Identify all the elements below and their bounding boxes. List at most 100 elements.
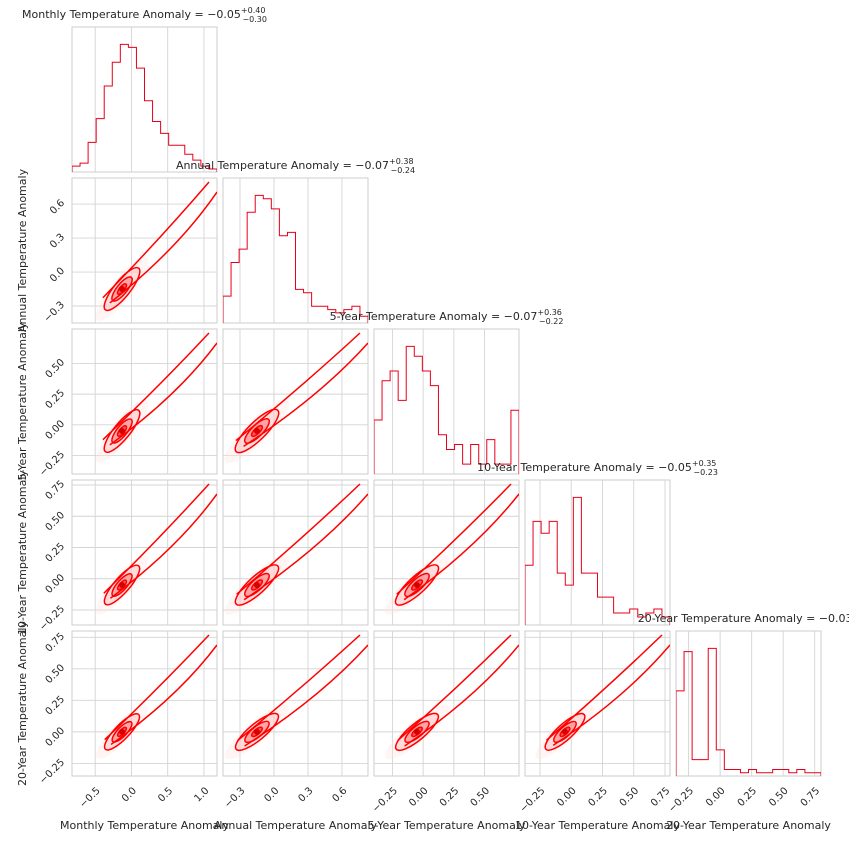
contour-line <box>394 564 440 606</box>
x-tick-label: 0.50 <box>618 785 642 809</box>
scatter-panel-2-1: −0.3 0.0 0.3 0.6 <box>42 177 218 325</box>
x-axis-label-3: 5-Year Temperature Anomaly <box>368 819 526 832</box>
scatter-panel-5-1: −0.5 0.0 0.5 1.0 −0.25 0.00 0.25 0.50 0.75 <box>38 630 218 810</box>
y-tick-label: 0.0 <box>48 266 67 285</box>
x-tick-label: 1.0 <box>192 785 211 804</box>
hist-panel-2 <box>222 177 369 324</box>
y-tick-label: 0.00 <box>44 418 68 442</box>
x-tick-label: 0.50 <box>767 785 791 809</box>
contour-line <box>404 572 430 598</box>
contour-line <box>103 408 141 454</box>
contour-line <box>234 712 280 752</box>
density-peak <box>253 582 260 588</box>
panel-title-4: 10-Year Temperature Anomaly = −0.05+0.35… <box>477 459 718 477</box>
histogram-5 <box>676 647 821 776</box>
x-tick-label: −0.25 <box>667 785 696 814</box>
contour-tail <box>109 191 217 304</box>
axes-frame <box>524 630 671 777</box>
hist-panel-1 <box>71 26 218 173</box>
scatter-panel-4-1: −0.25 0.00 0.25 0.50 0.75 <box>38 479 218 633</box>
y-tick-label: 0.50 <box>44 662 68 686</box>
scatter-panel-3-2 <box>222 328 369 475</box>
y-tick-label: −0.25 <box>38 604 67 633</box>
scatter-panel-5-4: −0.25 0.00 0.25 0.50 0.75 <box>518 630 673 815</box>
x-tick-label: 0.0 <box>120 785 139 804</box>
histogram-2 <box>223 194 368 323</box>
x-axis-label-2: Annual Temperature Anomaly <box>214 819 378 832</box>
contour-tail <box>109 342 217 446</box>
hist-panel-3 <box>373 328 520 475</box>
y-axis-label-5: 20-Year Temperature Anomaly <box>16 621 29 786</box>
y-tick-label: −0.25 <box>38 449 67 478</box>
contour-tail <box>243 493 368 601</box>
density-peak <box>253 427 260 434</box>
contour-tail <box>396 483 512 595</box>
y-tick-label: 0.00 <box>44 572 68 596</box>
contour-tail <box>235 332 361 442</box>
y-tick-label: 0.50 <box>44 510 68 534</box>
contour-tail <box>109 493 217 599</box>
axes-frame <box>524 479 671 626</box>
density-peak <box>119 728 126 735</box>
contour-tail <box>404 644 519 747</box>
y-tick-label: 0.75 <box>44 479 68 503</box>
x-tick-label: 0.75 <box>799 785 823 809</box>
contour-line <box>103 713 141 751</box>
axes-frame <box>373 630 520 777</box>
x-tick-label: 0.25 <box>736 785 760 809</box>
y-tick-label: 0.3 <box>48 232 67 251</box>
scatter-panel-5-3: −0.25 0.00 0.25 0.50 <box>371 630 520 815</box>
histogram-1 <box>72 43 217 172</box>
contour-tail <box>397 634 512 742</box>
axes-frame <box>71 177 218 324</box>
x-tick-label: 0.25 <box>587 785 611 809</box>
density-peak <box>414 582 421 588</box>
y-axis-label-4: 10-Year Temperature Anomaly <box>16 470 29 635</box>
axes-frame <box>373 328 520 475</box>
contour-line <box>111 720 133 743</box>
histogram-3 <box>374 345 519 474</box>
y-tick-label: −0.3 <box>42 300 67 325</box>
x-tick-label: 0.00 <box>555 785 579 809</box>
y-tick-label: 0.25 <box>44 694 68 718</box>
contour-tail <box>552 644 670 747</box>
contour-tail <box>236 483 361 595</box>
contour-tail <box>237 634 361 742</box>
y-tick-label: 0.6 <box>48 198 67 217</box>
contour-tail <box>102 332 210 441</box>
y-axis-label-2: Annual Temperature Anomaly <box>16 168 29 332</box>
y-tick-label: 0.75 <box>44 631 68 655</box>
x-tick-label: −0.5 <box>78 785 103 810</box>
density-peak <box>119 427 126 434</box>
axes-frame <box>71 630 218 777</box>
panel-title-3: 5-Year Temperature Anomaly = −0.07+0.36−… <box>330 308 564 326</box>
x-axis-label-5: 20-Year Temperature Anomaly <box>666 819 831 832</box>
x-tick-label: −0.25 <box>371 785 400 814</box>
density-peak <box>414 728 421 735</box>
axes-frame <box>71 328 218 475</box>
x-tick-label: 0.50 <box>469 785 493 809</box>
x-tick-label: 0.00 <box>407 785 431 809</box>
y-axis-label-3: 5-Year Temperature Anomaly <box>16 322 29 480</box>
contour-line <box>394 712 440 752</box>
x-tick-label: −0.3 <box>223 785 248 810</box>
panel-title-2: Annual Temperature Anomaly = −0.07+0.38−… <box>176 157 415 175</box>
contour-tail <box>403 493 519 601</box>
x-tick-label: 0.6 <box>330 785 349 804</box>
x-tick-label: −0.25 <box>518 785 547 814</box>
x-tick-label: 0.25 <box>438 785 462 809</box>
histogram-4 <box>525 496 670 625</box>
axes-frame <box>222 479 369 626</box>
contour-line <box>234 564 280 606</box>
contour-line <box>234 408 280 454</box>
x-axis-label-1: Monthly Temperature Anomaly <box>60 819 229 832</box>
y-tick-label: 0.25 <box>44 388 68 412</box>
y-tick-label: 0.50 <box>44 357 68 381</box>
contour-tail <box>545 634 663 741</box>
contour-line <box>544 712 586 751</box>
x-tick-label: 0.0 <box>262 785 281 804</box>
x-tick-label: 0.5 <box>156 785 175 804</box>
y-tick-label: −0.25 <box>38 757 67 786</box>
axes-frame <box>222 630 369 777</box>
